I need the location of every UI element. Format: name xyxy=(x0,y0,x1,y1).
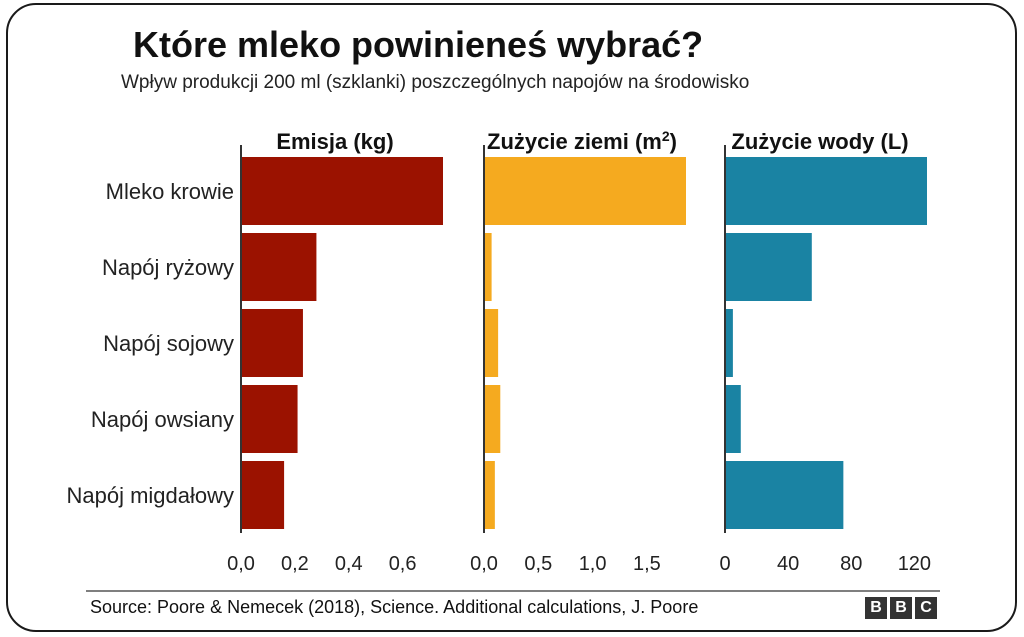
bar xyxy=(725,309,733,377)
tick-label: 0,0 xyxy=(470,553,498,575)
bar xyxy=(241,157,443,225)
bar xyxy=(725,233,812,301)
bar xyxy=(484,157,686,225)
category-label: Mleko krowie xyxy=(106,179,234,204)
bbc-logo-letter: B xyxy=(890,597,912,619)
bar xyxy=(241,461,285,529)
tick-label: 1,5 xyxy=(633,553,661,575)
bar xyxy=(484,309,499,377)
bar xyxy=(484,461,495,529)
bar xyxy=(484,233,492,301)
panel-title: Zużycie ziemi (m2) xyxy=(487,128,677,154)
chart-title: Które mleko powinieneś wybrać? xyxy=(133,24,704,65)
bar xyxy=(241,385,298,453)
tick-label: 0,0 xyxy=(227,553,255,575)
rounded-frame xyxy=(6,3,1017,632)
panel-title: Zużycie wody (L) xyxy=(731,129,908,154)
tick-label: 80 xyxy=(840,553,862,575)
category-label: Napój migdałowy xyxy=(66,483,234,508)
tick-label: 40 xyxy=(777,553,799,575)
category-label: Napój sojowy xyxy=(103,331,234,356)
tick-label: 0 xyxy=(719,553,730,575)
chart-subtitle: Wpływ produkcji 200 ml (szklanki) poszcz… xyxy=(121,72,750,93)
bar xyxy=(725,385,741,453)
bar xyxy=(241,233,317,301)
bar xyxy=(725,461,844,529)
bbc-logo-letter: C xyxy=(915,597,937,619)
tick-label: 0,5 xyxy=(524,553,552,575)
tick-label: 1,0 xyxy=(579,553,607,575)
category-label: Napój owsiany xyxy=(91,407,234,432)
tick-label: 0,6 xyxy=(389,553,417,575)
bar xyxy=(484,385,501,453)
tick-label: 120 xyxy=(898,553,931,575)
panel-title: Emisja (kg) xyxy=(276,129,393,154)
source-note: Source: Poore & Nemecek (2018), Science.… xyxy=(90,597,699,617)
tick-label: 0,4 xyxy=(335,553,363,575)
bbc-logo-letter: B xyxy=(865,597,887,619)
bar xyxy=(241,309,303,377)
category-label: Napój ryżowy xyxy=(102,255,234,280)
bar xyxy=(725,157,927,225)
bbc-logo: B B C xyxy=(865,597,937,619)
tick-label: 0,2 xyxy=(281,553,309,575)
